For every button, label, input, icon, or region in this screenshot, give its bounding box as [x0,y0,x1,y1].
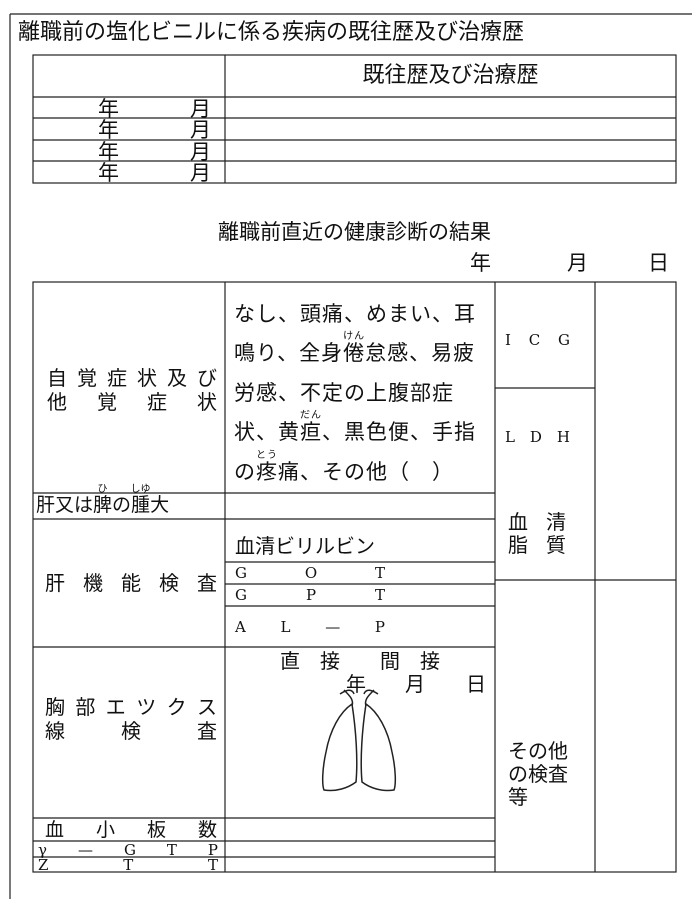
liver-function-item: G O T [235,564,385,582]
platelets-label: 血 小 板 数 [45,819,217,841]
text: 脾 [93,494,113,516]
icg-label: I C G [505,331,570,349]
date-day: 日 [648,251,669,275]
text: 大 [150,494,170,516]
chest-xray-label: 胸 部 エ ツ ク ス [45,695,217,719]
history-year: 年 [98,118,119,142]
symptoms-line: 鳴り、全身倦けん怠感、易疲 [234,330,475,376]
text: 疸 [300,420,322,444]
history-month: 月 [190,161,211,185]
text: 疼 [256,460,278,484]
ldh-label: L D H [505,428,570,446]
text: 倦 [343,341,366,365]
text: 鳴り、全身 [234,341,344,365]
ruby-text: 疸だん [300,410,322,444]
date-month: 月 [567,251,588,275]
text: 肝又は [36,494,94,516]
liver-function-label: 肝 機 能 検 査 [45,571,217,595]
other-tests-label: その他 [508,739,568,763]
ztt-label: Z T T [38,856,218,874]
ruby-reading: けん [343,331,366,342]
ruby-reading: ひ [93,484,113,495]
text: 、黒色便、手指 [322,420,476,444]
text: 痛、その他（ ） [278,460,454,484]
form-title: 離職前の塩化ビニルに係る疾病の既往歴及び治療歴 [18,20,525,45]
checkup-heading: 離職前直近の健康診断の結果 [218,220,491,244]
symptoms-label: 他 覚 症 状 [47,390,217,414]
ruby-reading: とう [256,450,278,461]
ruby-text: 脾ひ [93,484,113,516]
liver-spleen-label: 肝又は脾ひの腫しゆ大 [36,484,169,525]
history-month: 月 [190,140,211,164]
text: 怠感、易疲 [365,341,476,365]
xray-date-day: 日 [466,672,486,696]
lung-illustration [321,689,397,792]
xray-method: 直 接 間 接 [280,649,440,673]
ruby-reading: しゆ [130,484,151,495]
symptoms-line: の疼とう痛、その他（ ） [234,449,454,495]
history-year: 年 [98,140,119,164]
history-month: 月 [190,97,211,121]
ruby-text: 疼とう [256,450,278,484]
liver-function-item: G P T [235,586,385,604]
ggtp-label: γ — G T P [38,841,218,859]
ruby-text: 倦けん [343,331,366,365]
text: 状、黄 [234,420,300,444]
text: 腫 [130,494,151,516]
text: の [112,494,132,516]
history-year: 年 [98,97,119,121]
liver-function-item: A L — P [235,618,385,636]
symptoms-line: 状、黄疸だん、黒色便、手指 [234,409,476,455]
ruby-text: 腫しゆ [130,484,151,516]
ruby-reading: だん [300,410,322,421]
xray-date-year: 年 [346,672,366,696]
other-tests-label: 等 [508,785,528,809]
date-year: 年 [470,251,491,275]
symptoms-line: なし、頭痛、めまい、耳 [234,302,476,326]
other-tests-label: の検査 [508,762,568,786]
symptoms-label: 自 覚 症 状 及 び [47,366,217,390]
lipid-label: 脂 質 [508,533,566,557]
liver-function-item: 血清ビリルビン [235,534,375,558]
history-header: 既往歴及び治療歴 [362,63,539,88]
lipid-label: 血 清 [508,510,566,534]
chest-xray-label: 線 検 査 [45,719,217,743]
history-month: 月 [190,118,211,142]
history-year: 年 [98,161,119,185]
symptoms-line: 労感、不定の上腹部症 [234,381,454,405]
xray-date-month: 月 [405,672,425,696]
text: の [234,460,256,484]
